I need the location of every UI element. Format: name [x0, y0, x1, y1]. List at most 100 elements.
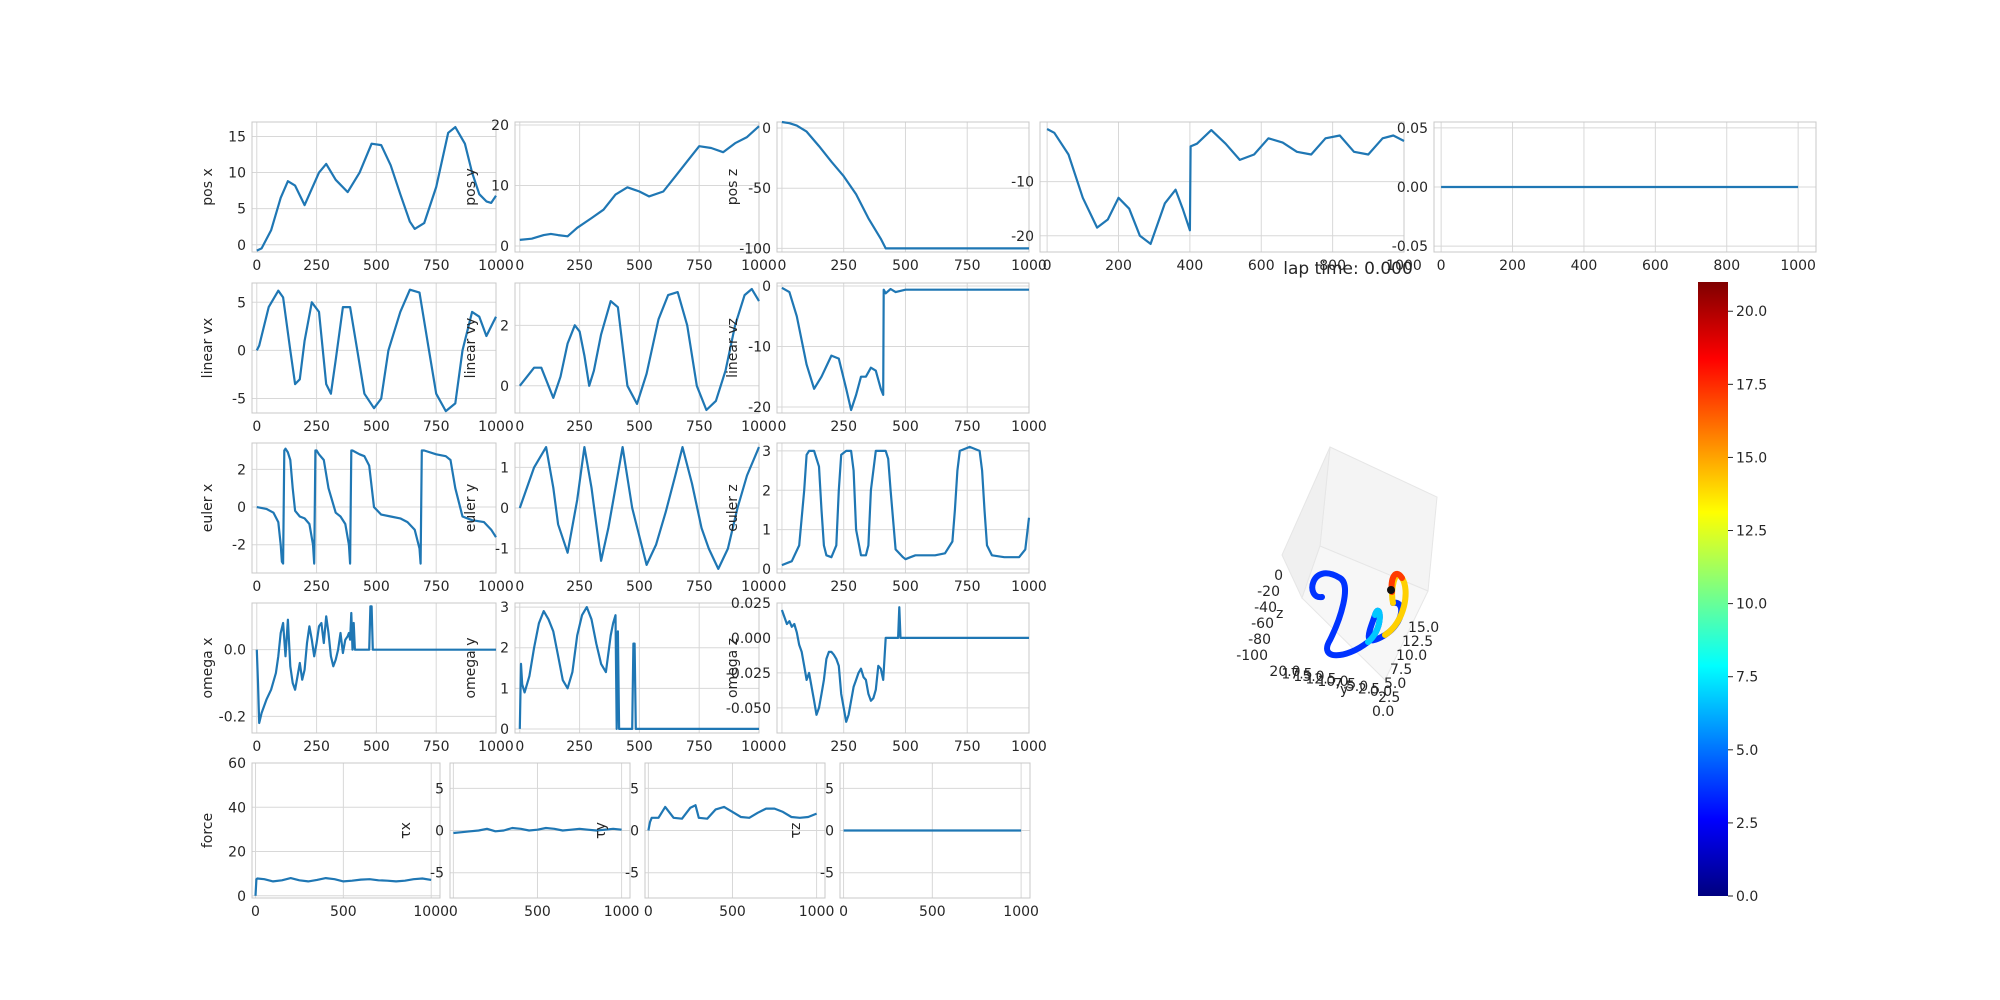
colorbar-ticks: 0.0 2.5 5.0 7.5 10.0 12.5 15.0 17.5 20.0 [1728, 304, 1767, 905]
y-tick-label: 10.0 [1317, 674, 1348, 690]
x-tick-label: 250 [303, 579, 330, 595]
y-tick-label: -0.05 [1392, 239, 1428, 255]
x-tick-label: 1000 [478, 579, 514, 595]
x-tick-label: 750 [423, 419, 450, 435]
x-tick-label: 500 [919, 904, 946, 920]
x-tick-label: 750 [423, 579, 450, 595]
y-tick-label: 15.0 [1293, 669, 1324, 685]
axes-frame [251, 442, 497, 574]
y-tick-label: 0.025 [731, 596, 771, 612]
trajectory-path-mid [1365, 607, 1383, 645]
x-tick-label: 7.5 [1390, 662, 1412, 678]
x-tick-label: 250 [830, 739, 857, 755]
x-tick-label: 500 [719, 904, 746, 920]
x-tick-label: 1000 [478, 739, 514, 755]
axes-frame [776, 282, 1030, 414]
x-tick-label: 750 [423, 258, 450, 274]
x-tick-label: 400 [1571, 258, 1598, 274]
y-tick-label: -1 [495, 542, 509, 558]
x-tick-label: 1000 [1003, 904, 1039, 920]
x-tick-label: 1000 [604, 904, 640, 920]
x-tick-label: 1000 [1780, 258, 1816, 274]
x-tick-label: 1000 [413, 904, 449, 920]
x-tick-label: 10.0 [1396, 648, 1427, 664]
x-tick-label: 0 [252, 419, 261, 435]
x-tick-label: 250 [830, 258, 857, 274]
series-line-force [254, 876, 432, 896]
y-tick-label: 2 [762, 483, 771, 499]
subplot-force: 0 500 1000 0 20 40 60 force [200, 756, 449, 920]
y-tick-label: 7.5 [1334, 677, 1356, 693]
x-tick-label: 250 [830, 419, 857, 435]
x-tick-label: 600 [1248, 258, 1275, 274]
z-tick-label: 0 [1274, 568, 1283, 584]
colorbar-tick-label: 2.5 [1736, 816, 1758, 832]
subplot-tau-x: 0 500 1000 5 0 -5 τx [398, 762, 640, 920]
y-tick-label: -0.025 [726, 666, 771, 682]
x-tick-label: 1000 [1386, 258, 1422, 274]
y-tick-label: 2 [500, 641, 509, 657]
series-line-pos-x [256, 125, 497, 252]
y-tick-label: -10 [748, 339, 771, 355]
y-tick-label: -0.2 [219, 709, 246, 725]
x-tick-label: 0 [515, 579, 524, 595]
series-line-panel-1-4 [1046, 128, 1405, 245]
x-tick-label: 1000 [799, 904, 835, 920]
series-line-pos-z [781, 120, 1029, 250]
y-axis-label: τy [593, 822, 609, 839]
x-tick-label: 500 [626, 419, 653, 435]
3d-trajectory-view: 0-20-40-60-80-100 z 20.017.515.012.510.0… [1236, 446, 1439, 720]
x-tick-label: 0 [644, 904, 653, 920]
y-tick-label: 0 [500, 239, 509, 255]
y-tick-label: 0 [237, 238, 246, 254]
3d-x-axis-ticks: 15.012.510.07.55.02.50.0 [1372, 620, 1439, 720]
x-tick-label: 750 [686, 579, 713, 595]
series-line-euler-z [781, 445, 1031, 567]
y-tick-label: 0 [237, 889, 246, 905]
x-tick-label: 800 [1319, 258, 1346, 274]
x-tick-label: 0 [515, 419, 524, 435]
y-axis-label: τx [398, 822, 414, 839]
axes-frame [251, 121, 497, 253]
y-axis-label: linear vy [463, 318, 479, 379]
y-tick-label: 40 [228, 800, 246, 816]
x-tick-label: 0 [515, 739, 524, 755]
x-tick-label: 500 [626, 579, 653, 595]
x-tick-label: 250 [303, 419, 330, 435]
y-axis-label: pos y [463, 168, 479, 205]
subplot-euler-y: 0 250 500 750 1000 1 0 -1 euler y [463, 442, 777, 595]
y-tick-label: -5 [430, 866, 444, 882]
axes-frame [644, 762, 826, 899]
colorbar-gradient [1698, 282, 1728, 896]
y-axis-label: omega x [200, 637, 216, 698]
y-tick-label: 15 [228, 129, 246, 145]
axes-frame [449, 762, 631, 899]
y-tick-label: -100 [739, 241, 771, 257]
subplot-linear-vx: 0 250 500 750 1000 5 0 -5 linear vx [200, 282, 514, 435]
series-line-linear-vz [781, 286, 1029, 412]
axes-frame [839, 762, 1031, 899]
y-tick-label: 0.0 [224, 643, 246, 659]
x-tick-label: 250 [303, 739, 330, 755]
y-tick-label: -50 [748, 181, 771, 197]
x-tick-label: 750 [686, 258, 713, 274]
y-tick-label: 1 [500, 681, 509, 697]
y-tick-label: 12.5 [1305, 672, 1336, 688]
x-tick-label: 500 [363, 579, 390, 595]
colorbar-tick-label: 0.0 [1736, 889, 1758, 905]
y-tick-label: -5 [232, 392, 246, 408]
x-tick-label: 750 [954, 579, 981, 595]
x-tick-label: 1000 [1011, 579, 1047, 595]
y-tick-label: 5 [825, 781, 834, 797]
subplot-euler-x: 0 250 500 750 1000 2 0 -2 euler x [200, 442, 514, 595]
axes-frame [1433, 121, 1817, 253]
x-tick-label: 0 [252, 579, 261, 595]
axes-frame [251, 602, 497, 734]
x-tick-label: 500 [363, 739, 390, 755]
y-axis-label: euler x [200, 484, 216, 532]
x-tick-label: 0 [839, 904, 848, 920]
